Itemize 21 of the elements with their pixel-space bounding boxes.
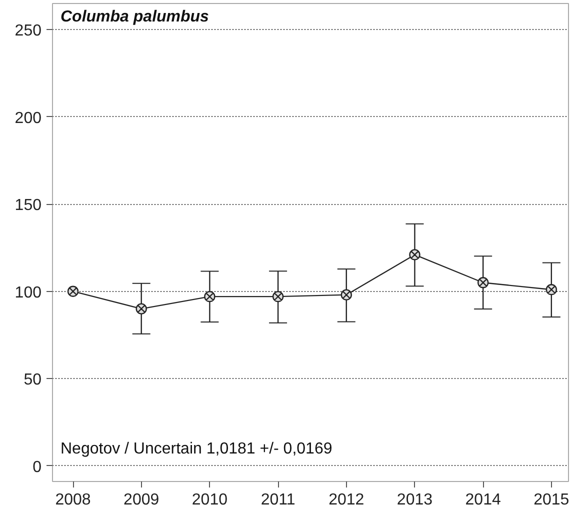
x-tick-label: 2009 — [124, 492, 160, 508]
y-tick-label: 100 — [14, 284, 42, 302]
y-tick-label: 50 — [24, 372, 42, 389]
point — [340, 289, 352, 300]
x-tick-label: 2013 — [396, 492, 433, 508]
y-tick-label: 200 — [14, 110, 42, 127]
point — [409, 249, 420, 260]
x-tick-label: 2008 — [55, 492, 91, 508]
point — [136, 303, 147, 314]
x-tick-label: 2015 — [534, 492, 570, 508]
y-tick-label: 250 — [14, 22, 42, 40]
x-tick-label: 2011 — [260, 492, 296, 508]
annotation: Negotov / Uncertain 1,0181 +/- 0,0169 — [60, 440, 332, 458]
x-tick-label: 2012 — [328, 492, 364, 508]
chart-title: Columba palumbus — [60, 8, 210, 26]
x-tick-label: 2010 — [192, 492, 228, 508]
y-tick-label: 150 — [14, 197, 42, 214]
point — [204, 290, 216, 302]
x-tick-label: 2014 — [465, 492, 501, 508]
y-tick-label: 0 — [32, 458, 42, 476]
point — [67, 286, 79, 297]
